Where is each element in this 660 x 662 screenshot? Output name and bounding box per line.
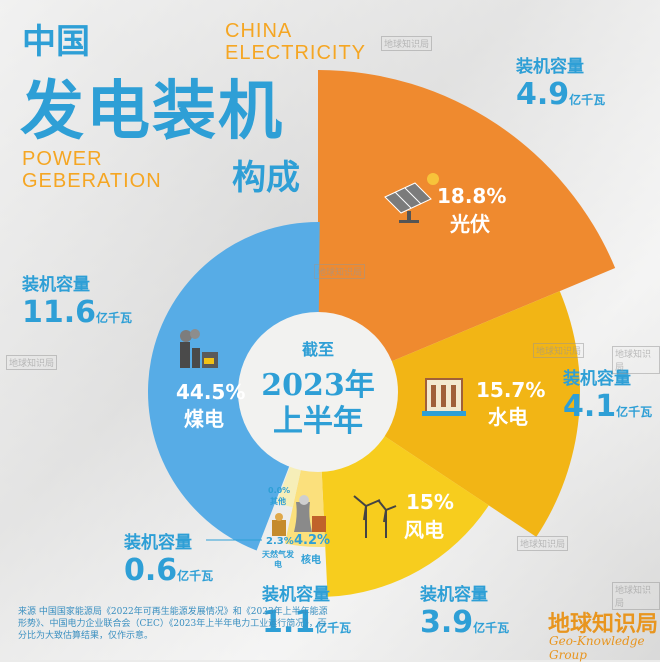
- coal-percent: 44.5%: [176, 380, 246, 404]
- hydro-capacity-label: 装机容量: [563, 369, 631, 389]
- center-line-3: 上半年: [273, 404, 363, 439]
- watermark: 地球知识局: [612, 346, 660, 374]
- other-percent: 0.0%: [268, 486, 291, 495]
- hydro-capacity-value: 4.1: [563, 389, 617, 424]
- gas-capacity-value: 0.6: [124, 553, 178, 588]
- coal-name: 煤电: [184, 407, 224, 431]
- solar-capacity-label: 装机容量: [516, 57, 584, 77]
- center-hole: [238, 312, 398, 472]
- wind-capacity-value: 3.9: [420, 605, 474, 640]
- watermark: 地球知识局: [6, 355, 58, 370]
- nuclear-plant-icon: [294, 495, 326, 532]
- en-line-3: POWER: [22, 148, 103, 170]
- hydro-capacity: 装机容量 4.1亿千瓦: [563, 364, 652, 424]
- solar-percent: 18.8%: [437, 184, 507, 208]
- english-title-china: CHINA ELECTRICITY: [225, 20, 366, 64]
- source-note: 来源 中国国家能源局《2022年可再生能源发展情况》和《2023年上半年能源形势…: [18, 607, 328, 641]
- coal-capacity-value: 11.6: [22, 295, 97, 330]
- gas-capacity: 装机容量 0.6亿千瓦: [124, 528, 213, 588]
- title-small: 中国: [22, 22, 90, 62]
- solar-panel-icon: [384, 173, 439, 223]
- en-line-1: CHINA: [225, 20, 293, 42]
- center-line-1: 截至: [301, 340, 334, 359]
- solar-capacity-value: 4.9: [516, 77, 570, 112]
- en-line-2: ELECTRICITY: [225, 42, 367, 64]
- wind-capacity-label: 装机容量: [420, 585, 488, 605]
- wind-percent: 15%: [406, 490, 454, 514]
- nuclear-capacity-value: 1.1: [262, 605, 316, 640]
- coal-plant-icon: [180, 329, 218, 368]
- pie-slice-光伏: [318, 70, 616, 392]
- page-title: 发电装机: [20, 75, 284, 149]
- solar-capacity-unit: 亿千瓦: [569, 93, 606, 107]
- gas-capacity-unit: 亿千瓦: [177, 569, 214, 583]
- watermark: 地球知识局: [517, 536, 569, 551]
- en-line-4: GEBERATION: [22, 170, 162, 192]
- english-title-power: POWER GEBERATION: [22, 148, 162, 192]
- gas-name: 天然气发电: [262, 549, 294, 569]
- nuclear-name: 核电: [301, 555, 321, 566]
- title-sub: 构成: [232, 158, 300, 198]
- watermark: 地球知识局: [314, 264, 366, 279]
- brand-english: Geo-Knowledge Group: [549, 634, 645, 662]
- solar-name: 光伏: [450, 212, 490, 236]
- watermark: 地球知识局: [612, 582, 660, 610]
- solar-capacity: 装机容量 4.9亿千瓦: [516, 52, 605, 112]
- pie-slice-煤电: [148, 222, 320, 551]
- nuclear-capacity-label: 装机容量: [262, 585, 330, 605]
- hydro-name: 水电: [488, 405, 528, 429]
- hydro-dam-icon: [422, 378, 466, 416]
- coal-capacity-label: 装机容量: [22, 275, 90, 295]
- center-line-2: 2023年: [261, 368, 375, 403]
- brand-name: 地球知识局: [548, 611, 659, 637]
- gas-percent: 2.3%: [266, 536, 294, 547]
- nuclear-capacity: 装机容量 1.1亿千瓦: [262, 580, 351, 640]
- other-name: 其他: [270, 496, 286, 506]
- wind-name: 风电: [404, 518, 444, 542]
- hydro-capacity-unit: 亿千瓦: [616, 405, 653, 419]
- gas-capacity-label: 装机容量: [124, 533, 192, 553]
- hydro-percent: 15.7%: [476, 378, 546, 402]
- nuclear-percent: 4.2%: [294, 533, 331, 548]
- wind-turbine-icon: [353, 495, 397, 538]
- coal-capacity-unit: 亿千瓦: [96, 311, 133, 325]
- watermark: 地球知识局: [381, 36, 433, 51]
- wind-capacity: 装机容量 3.9亿千瓦: [420, 580, 509, 640]
- watermark: 地球知识局: [533, 343, 585, 358]
- coal-capacity: 装机容量 11.6亿千瓦: [22, 270, 132, 330]
- gas-plant-icon: [272, 513, 286, 536]
- nuclear-capacity-unit: 亿千瓦: [315, 621, 352, 635]
- wind-capacity-unit: 亿千瓦: [473, 621, 510, 635]
